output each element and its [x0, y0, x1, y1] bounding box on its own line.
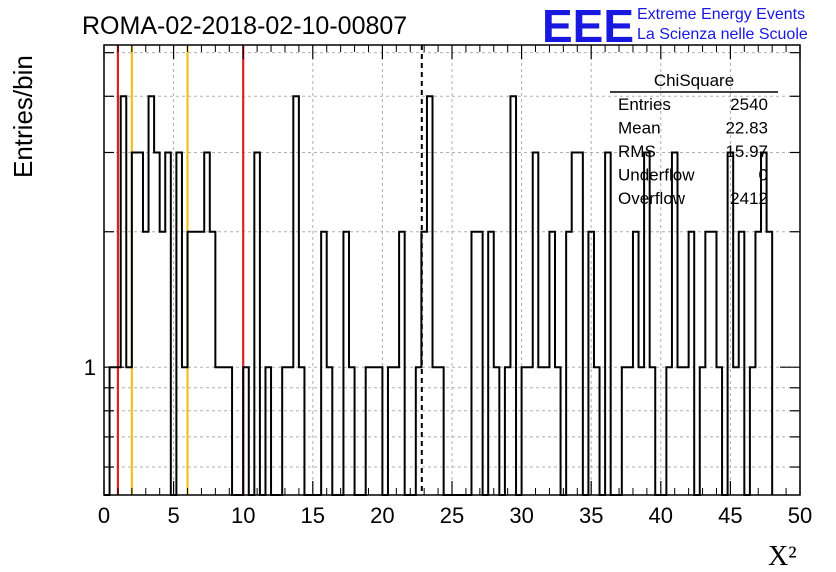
- x-tick-label: 50: [788, 503, 812, 528]
- stats-row-value: 15.97: [725, 142, 768, 161]
- x-tick-label: 0: [98, 503, 110, 528]
- stats-row-label: Mean: [618, 119, 661, 138]
- stats-row-value: 22.83: [725, 119, 768, 138]
- x-tick-label: 45: [718, 503, 742, 528]
- x-tick-label: 20: [370, 503, 394, 528]
- stats-row-value: 0: [759, 166, 768, 185]
- x-tick-label: 30: [509, 503, 533, 528]
- logo-line-2: La Scienza nelle Scuole: [637, 26, 808, 43]
- stats-title: ChiSquare: [654, 71, 734, 90]
- stats-row-label: Overflow: [618, 189, 686, 208]
- stats-row-value: 2540: [730, 95, 768, 114]
- logo-line-1: Extreme Energy Events: [637, 6, 805, 23]
- x-tick-label: 10: [231, 503, 255, 528]
- axes: [103, 44, 801, 496]
- stats-row-label: Underflow: [618, 166, 695, 185]
- y-axis-label: Entries/bin: [8, 55, 38, 178]
- eee-logo-mark: EEE: [542, 0, 634, 52]
- x-axis-label: X²: [768, 541, 797, 572]
- stats-row-label: Entries: [618, 95, 671, 114]
- stats-row-value: 2412: [730, 189, 768, 208]
- x-tick-label: 5: [167, 503, 179, 528]
- eee-logo: EEE Extreme Energy Events La Scienza nel…: [542, 0, 808, 52]
- x-tick-label: 40: [649, 503, 673, 528]
- x-tick-label: 15: [301, 503, 325, 528]
- stats-rows: Entries 2540 Mean 22.83 RMS 15.97 Underflow 0 Ov…: [618, 95, 768, 208]
- chart-title: ROMA-02-2018-02-10-00807: [82, 12, 407, 40]
- stats-box: ChiSquare Entries 2540 Mean 22.83 RMS 15.97 Un…: [610, 71, 778, 208]
- stats-row-label: RMS: [618, 142, 656, 161]
- tick-labels: 0 5 10 15 20 25 30 35 40 45 50 1: [84, 355, 812, 528]
- x-tick-label: 35: [579, 503, 603, 528]
- x-tick-label: 25: [440, 503, 464, 528]
- y-tick-label: 1: [84, 355, 96, 380]
